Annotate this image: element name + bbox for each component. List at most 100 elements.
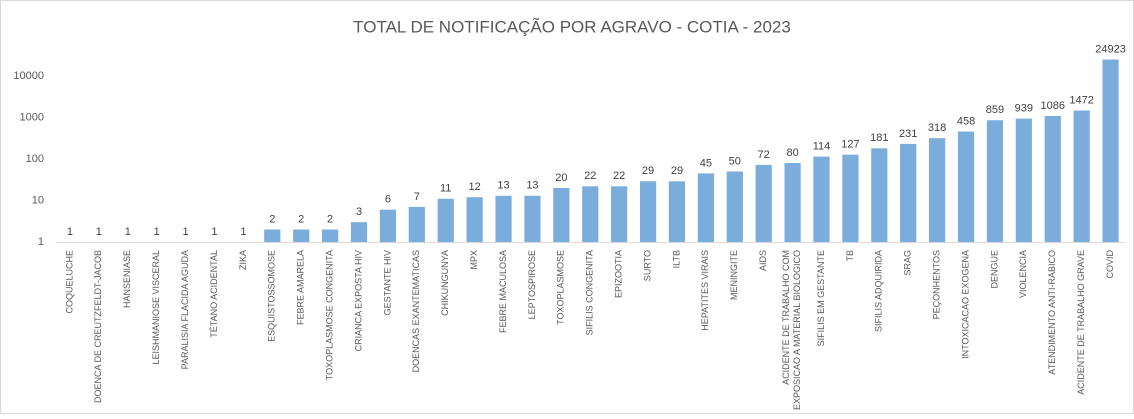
x-tick-label: COQUELUCHE <box>64 250 74 314</box>
data-label: 7 <box>414 191 420 203</box>
data-label: 12 <box>469 181 481 193</box>
data-label: 13 <box>526 180 538 192</box>
data-label: 24923 <box>1095 43 1126 55</box>
x-tick-label: SIFILIS CONGENITA <box>585 250 595 335</box>
data-label: 3 <box>356 206 362 218</box>
bar <box>726 171 743 242</box>
x-tick-label: HEPATITES VIRAIS <box>700 250 710 331</box>
bar <box>524 195 541 242</box>
data-label: 2 <box>269 213 275 225</box>
bar <box>322 229 339 242</box>
data-label: 1472 <box>1069 94 1093 106</box>
x-tick-label: SRAG <box>903 250 913 276</box>
x-tick-label: MENINGITE <box>729 250 739 300</box>
data-label: 1086 <box>1040 100 1064 112</box>
x-tick-label: AIDS <box>758 250 768 271</box>
y-tick-label: 100 <box>26 153 44 165</box>
y-tick-label: 1 <box>38 236 44 248</box>
bar <box>639 181 657 242</box>
x-tick-label: ILTB <box>671 250 681 268</box>
x-tick-label: ZIKA <box>238 250 248 270</box>
x-tick-label: TÉTANO ACIDENTAL <box>209 250 219 338</box>
x-tick-label: ACIDENTE DE TRABALHO GRAVE <box>1076 250 1086 395</box>
data-label: 22 <box>613 170 625 182</box>
bar <box>611 186 628 242</box>
data-label: 181 <box>870 132 888 144</box>
x-tick-label: TOXOPLASMOSE CONGENITA <box>324 250 334 380</box>
x-tick-label: DOENCAS EXANTEMATICAS <box>411 250 421 372</box>
data-label: 859 <box>986 104 1004 116</box>
data-label: 29 <box>642 165 654 177</box>
x-tick-label: HANSENIASE <box>122 250 132 308</box>
data-label: 1 <box>183 226 189 238</box>
data-label: 6 <box>385 194 391 206</box>
data-label: 20 <box>555 172 567 184</box>
data-label: 2 <box>327 213 333 225</box>
bar <box>437 198 454 242</box>
bar <box>1102 59 1119 243</box>
data-label: 29 <box>671 165 683 177</box>
x-tick-label: TOXOPLASMOSE <box>556 250 566 325</box>
x-tick-label: EPIZOOTIA <box>614 250 624 298</box>
data-label: 1 <box>154 226 160 238</box>
data-label: 80 <box>786 147 798 159</box>
bar <box>784 163 801 242</box>
y-tick-label: 10 <box>32 194 44 206</box>
x-tick-label: GESTANTE HIV <box>382 250 392 315</box>
x-tick-label: SIFILIS ADQUIRIDA <box>874 250 884 332</box>
bar <box>495 195 512 242</box>
x-tick-label: CRIANCA EXPOSTA HIV <box>353 250 363 351</box>
chart-title: TOTAL DE NOTIFICAÇÃO POR AGRAVO - COTIA … <box>353 17 791 36</box>
bar <box>264 229 281 242</box>
x-tick-label: INTOXICACAO EXOGENA <box>960 250 970 359</box>
bar <box>350 222 368 242</box>
x-tick-label: ACIDENTE DE TRABALHO COMEXPOSICAO A MATE… <box>781 250 802 410</box>
y-tick-label: 10000 <box>13 70 44 82</box>
data-label: 1 <box>125 226 131 238</box>
data-label: 458 <box>957 115 975 127</box>
bar <box>813 156 830 242</box>
x-tick-label: LEISHMANIOSE VISCERAL <box>151 250 161 365</box>
data-label: 22 <box>584 170 596 182</box>
data-label: 2 <box>298 213 304 225</box>
bar <box>668 181 686 242</box>
data-label: 11 <box>440 183 451 195</box>
data-label: 231 <box>899 128 917 140</box>
data-label: 1 <box>240 226 246 238</box>
x-tick-label: ATENDIMENTO ANTI-RABICO <box>1047 250 1057 375</box>
bar <box>582 186 599 242</box>
data-label: 1 <box>96 226 102 238</box>
x-tick-label: PEÇONHENTOS <box>931 250 941 319</box>
x-tick-label: VIOLENCIA <box>1018 250 1028 298</box>
bar <box>986 120 1004 242</box>
x-tick-label: LEPTOSPIROSE <box>527 250 537 319</box>
x-tick-label: PARALISIA FLACIDA AGUDA <box>180 250 190 369</box>
y-tick-label: 1000 <box>20 111 44 123</box>
bar <box>1015 118 1032 242</box>
data-label: 45 <box>700 157 712 169</box>
data-label: 318 <box>928 122 946 134</box>
data-label: 13 <box>497 180 509 192</box>
data-label: 50 <box>729 155 741 167</box>
bar <box>929 138 946 242</box>
bar <box>553 188 570 242</box>
x-tick-label: DENGUE <box>989 250 999 289</box>
x-tick-label: ESQUISTOSSOMOSE <box>267 250 277 342</box>
bar <box>466 197 483 242</box>
data-label: 114 <box>813 141 831 153</box>
bar <box>871 148 888 242</box>
data-label: 1 <box>211 226 217 238</box>
data-label: 1 <box>67 226 73 238</box>
x-tick-label: FEBRE AMARELA <box>296 250 306 325</box>
x-tick-label: DOENCA DE CREUTZFELDT-JACOB <box>93 250 103 403</box>
bar <box>379 209 397 242</box>
x-tick-label: TB <box>845 250 855 262</box>
x-tick-label: COVID <box>1105 250 1115 279</box>
bar <box>408 206 425 242</box>
bar <box>842 154 859 242</box>
x-tick-label: MPX <box>469 250 479 270</box>
data-label: 127 <box>841 139 859 151</box>
x-tick-label: FEBRE MACULOSA <box>498 250 508 333</box>
bar <box>293 229 310 242</box>
